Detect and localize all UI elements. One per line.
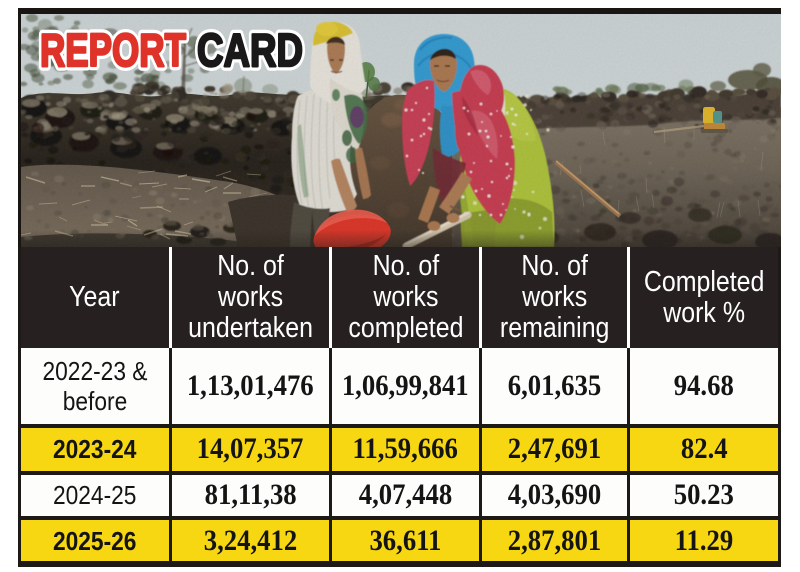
svg-text:REPORT: REPORT	[40, 24, 186, 76]
svg-text:CARD: CARD	[197, 24, 303, 76]
svg-text:REPORT: REPORT	[40, 24, 186, 76]
svg-text:CARD: CARD	[197, 24, 303, 76]
